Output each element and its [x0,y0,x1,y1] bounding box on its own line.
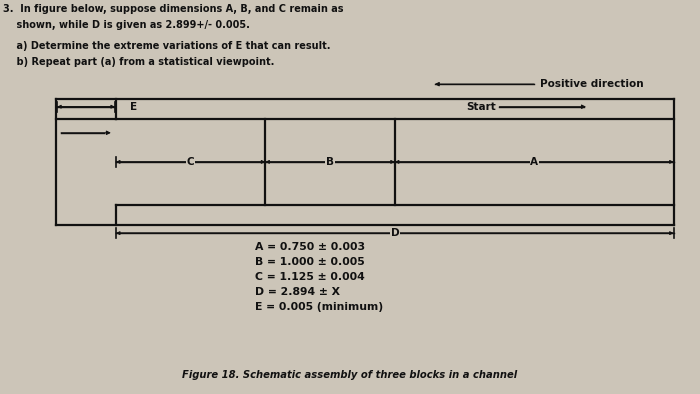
Text: B = 1.000 ± 0.005: B = 1.000 ± 0.005 [256,257,365,267]
Text: A = 0.750 ± 0.003: A = 0.750 ± 0.003 [256,242,365,252]
Text: D = 2.894 ± X: D = 2.894 ± X [256,287,340,297]
Text: Positive direction: Positive direction [540,79,644,89]
Text: D: D [391,228,399,238]
Text: C = 1.125 ± 0.004: C = 1.125 ± 0.004 [256,272,365,282]
Text: A: A [531,157,538,167]
Text: E = 0.005 (minimum): E = 0.005 (minimum) [256,302,384,312]
Text: C: C [187,157,195,167]
Text: Start: Start [467,102,496,112]
Text: E: E [130,102,137,112]
Text: shown, while D is given as 2.899+/- 0.005.: shown, while D is given as 2.899+/- 0.00… [4,20,251,30]
Text: a) Determine the extreme variations of E that can result.: a) Determine the extreme variations of E… [4,41,331,50]
Text: b) Repeat part (a) from a statistical viewpoint.: b) Repeat part (a) from a statistical vi… [4,57,275,67]
Text: Figure 18. Schematic assembly of three blocks in a channel: Figure 18. Schematic assembly of three b… [183,370,517,380]
Text: 3.  In figure below, suppose dimensions A, B, and C remain as: 3. In figure below, suppose dimensions A… [4,4,344,14]
Text: B: B [326,157,334,167]
